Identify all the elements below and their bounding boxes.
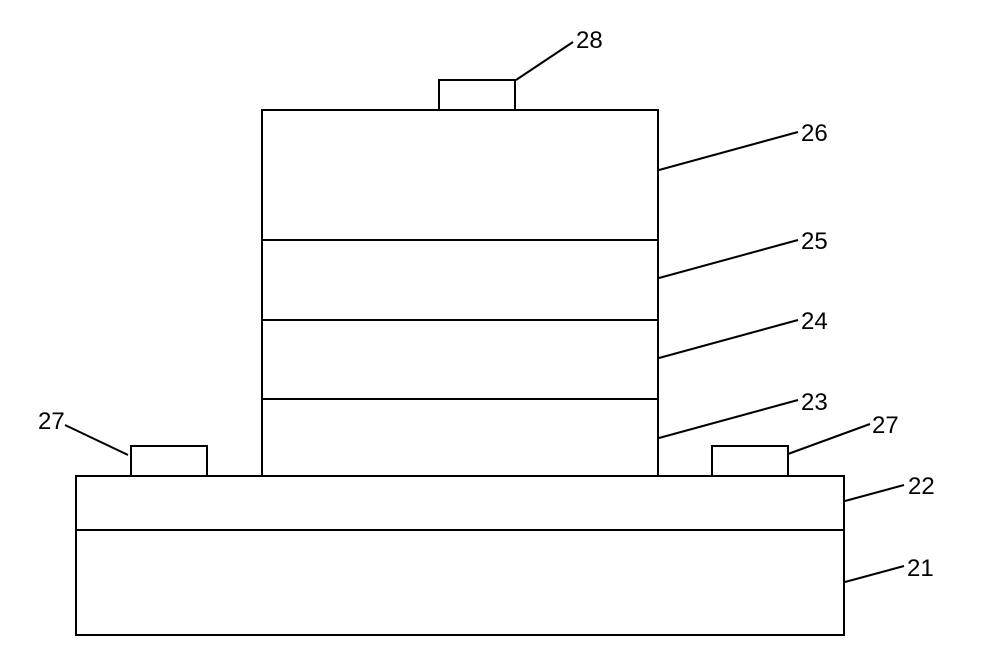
tab-28 (438, 79, 516, 111)
layer-25 (261, 239, 659, 321)
tab-27-right (711, 445, 789, 477)
label-22: 22 (908, 473, 935, 501)
tab-27-left (130, 445, 208, 477)
label-27-right: 27 (872, 412, 899, 440)
layer-24 (261, 319, 659, 400)
layer-26 (261, 109, 659, 241)
label-26: 26 (801, 120, 828, 148)
label-27-left: 27 (38, 408, 65, 436)
layer-23 (261, 398, 659, 477)
label-24: 24 (801, 308, 828, 336)
label-21: 21 (907, 555, 934, 583)
layer-21 (75, 529, 845, 636)
label-28: 28 (576, 27, 603, 55)
label-25: 25 (801, 228, 828, 256)
label-23: 23 (801, 389, 828, 417)
layer-22 (75, 475, 845, 531)
